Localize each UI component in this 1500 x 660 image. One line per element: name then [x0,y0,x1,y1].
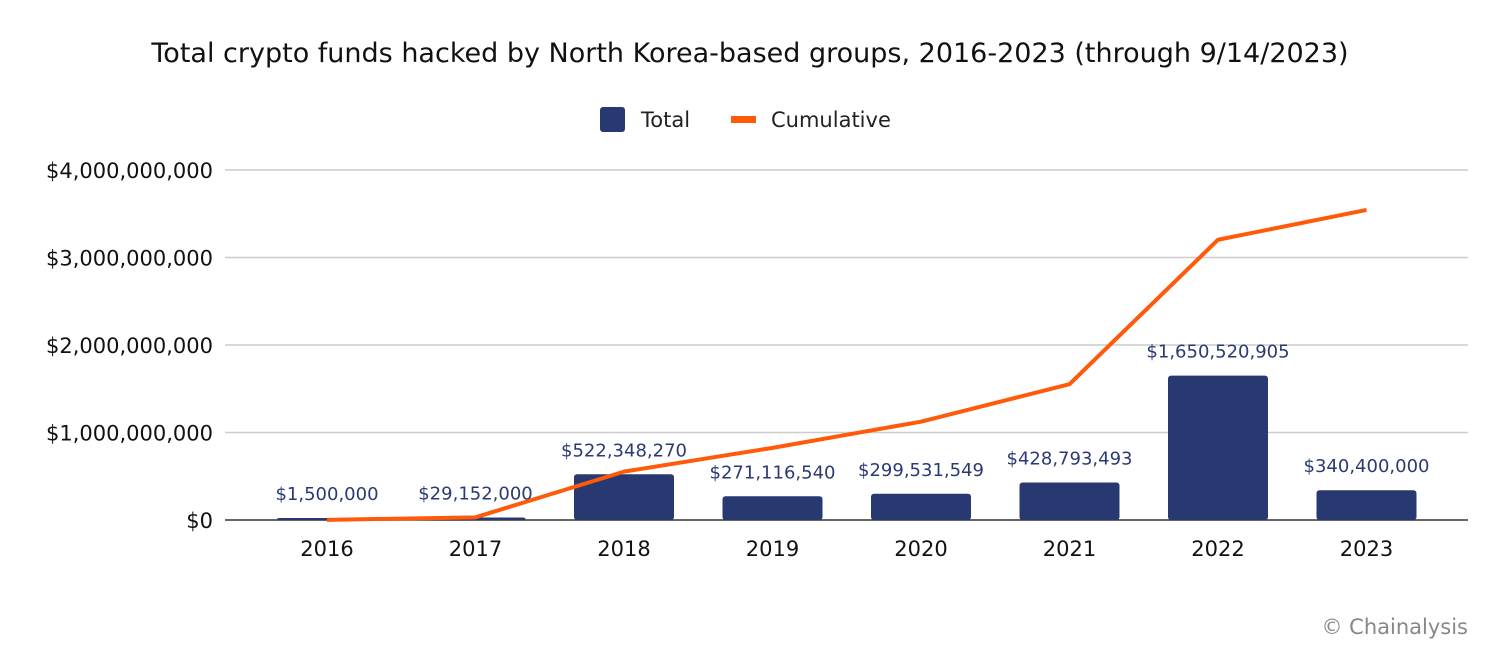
legend-swatch-total [600,107,625,132]
legend: Total Cumulative [600,107,891,132]
data-label-2020: $299,531,549 [858,460,984,481]
y-tick-label: $0 [186,509,213,533]
bar-total-2020 [871,493,971,520]
x-tick-label: 2019 [746,537,799,561]
y-tick-label: $1,000,000,000 [46,422,213,446]
data-label-2023: $340,400,000 [1304,456,1430,477]
x-tick-label: 2017 [449,537,502,561]
x-tick-label: 2020 [894,537,947,561]
x-tick-label: 2021 [1043,537,1096,561]
credit: © Chainalysis [1321,615,1468,639]
legend-label-cumulative: Cumulative [771,108,891,132]
x-tick-label: 2016 [300,537,353,561]
y-tick-label: $3,000,000,000 [46,247,213,271]
bar-total-2019 [722,496,823,520]
data-label-2018: $522,348,270 [561,440,687,461]
data-label-2016: $1,500,000 [275,484,378,505]
y-tick-label: $2,000,000,000 [46,334,213,358]
legend-label-total: Total [640,108,690,132]
chart-title: Total crypto funds hacked by North Korea… [150,38,1348,69]
data-label-2019: $271,116,540 [710,462,836,483]
cumulative-line [326,207,1367,522]
bar-total-2023 [1316,490,1417,520]
data-label-2017: $29,152,000 [418,483,533,504]
x-tick-label: 2018 [597,537,650,561]
legend-swatch-cumulative [731,116,756,123]
x-tick-label: 2022 [1191,537,1244,561]
data-label-2021: $428,793,493 [1007,448,1133,469]
data-label-2022: $1,650,520,905 [1146,342,1289,363]
x-tick-label: 2023 [1340,537,1393,561]
bar-total-2021 [1019,482,1120,520]
bar-total-2018 [574,474,674,520]
bar-total-2022 [1168,375,1268,520]
y-tick-label: $4,000,000,000 [46,159,213,183]
